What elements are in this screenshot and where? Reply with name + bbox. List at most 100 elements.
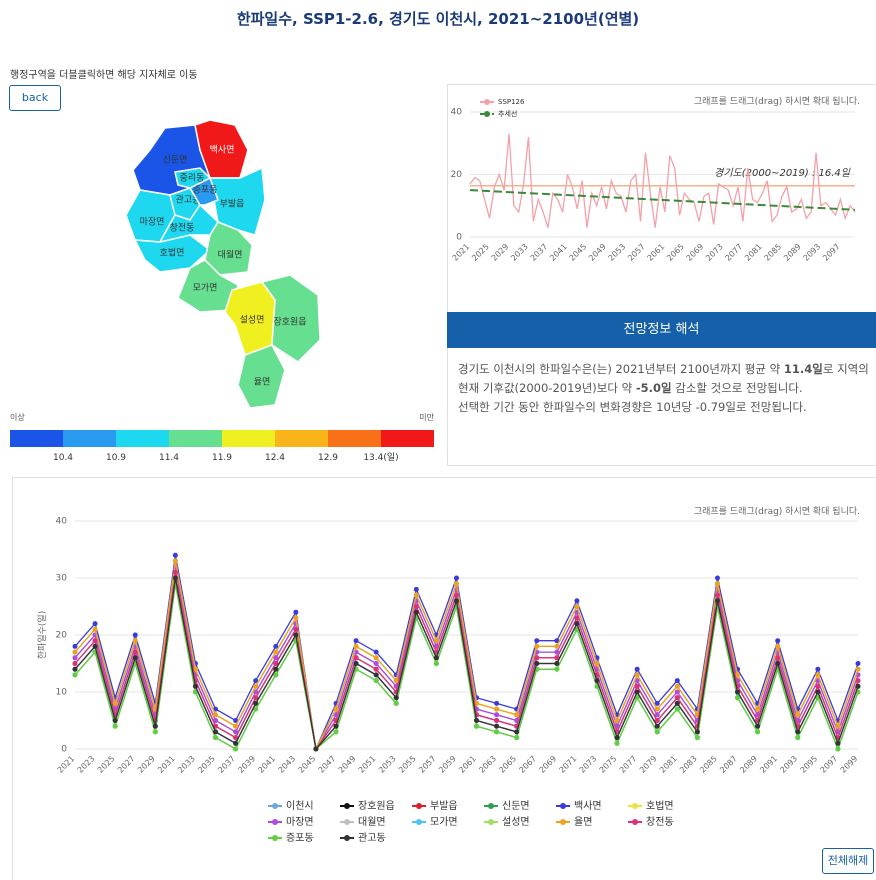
- point: [855, 683, 861, 689]
- clear-button[interactable]: 전체해제: [822, 848, 874, 874]
- point: [674, 695, 680, 701]
- point: [92, 638, 98, 644]
- point: [474, 723, 480, 729]
- y-tick-label: 0: [61, 745, 67, 755]
- point: [393, 695, 399, 701]
- text: 감소할 것으로 전망됩니다.: [671, 381, 803, 395]
- point: [514, 712, 520, 718]
- point: [775, 661, 781, 666]
- point: [795, 735, 801, 741]
- legend-label: 13.4(일): [363, 452, 398, 463]
- point: [674, 700, 680, 706]
- point: [273, 643, 279, 649]
- point: [433, 638, 439, 644]
- point: [694, 735, 700, 741]
- legend-swatch: [10, 430, 63, 447]
- point: [634, 672, 640, 678]
- point: [574, 604, 580, 609]
- point: [112, 700, 118, 706]
- legend-marker: [416, 803, 422, 809]
- point: [694, 729, 700, 735]
- point: [132, 632, 138, 638]
- reference-label: 경기도(2000~2019) : 16.4일: [714, 167, 851, 179]
- point: [654, 723, 660, 729]
- x-tick-label: 2079: [638, 754, 659, 775]
- x-tick-label: 2057: [626, 242, 647, 263]
- point: [614, 740, 620, 746]
- point: [534, 655, 540, 661]
- page-title: 한파일수, SSP1-2.6, 경기도 이천시, 2021~2100년(연별): [236, 10, 640, 28]
- y-tick-label: 0: [456, 233, 462, 243]
- point: [413, 586, 419, 592]
- x-tick-label: 2097: [819, 754, 840, 775]
- point: [614, 718, 620, 723]
- legend-marker: [344, 803, 350, 809]
- x-tick-label: 2059: [437, 754, 458, 775]
- chart-hint: 그래프를 드래그(drag) 하시면 확대 됩니다.: [694, 505, 860, 517]
- x-tick-label: 2071: [558, 754, 579, 775]
- point: [132, 649, 138, 655]
- point: [755, 706, 761, 712]
- legend-swatch: [63, 430, 116, 447]
- point: [494, 729, 500, 735]
- text: -5.0일: [635, 381, 672, 395]
- x-tick-label: 2025: [470, 242, 491, 263]
- point: [413, 592, 419, 598]
- point: [634, 666, 640, 672]
- point: [72, 666, 78, 672]
- legend-label: 12.4: [265, 453, 285, 463]
- point: [273, 666, 279, 672]
- point: [293, 615, 299, 621]
- point: [152, 723, 158, 729]
- x-tick-label: 2089: [782, 242, 803, 263]
- point: [72, 649, 78, 655]
- x-tick-label: 2063: [477, 754, 498, 775]
- x-tick-label: 2029: [490, 242, 511, 263]
- point: [233, 746, 239, 752]
- point: [775, 655, 781, 661]
- point: [755, 729, 761, 735]
- legend-swatch: [328, 430, 381, 447]
- x-tick-label: 2091: [758, 754, 779, 775]
- point: [213, 712, 219, 718]
- map-label: 마장면: [140, 217, 165, 228]
- legend-swatch: [116, 430, 169, 447]
- point: [815, 689, 821, 695]
- point: [815, 666, 821, 672]
- x-tick-label: 2037: [529, 242, 550, 263]
- x-tick-label: 2069: [685, 242, 706, 263]
- legend-marker: [344, 819, 350, 825]
- legend-marker: [416, 819, 422, 825]
- x-tick-label: 2045: [568, 242, 589, 263]
- x-tick-label: 2081: [743, 242, 764, 263]
- point: [594, 678, 600, 684]
- legend-marker: [488, 803, 494, 809]
- point: [313, 746, 319, 752]
- point: [614, 735, 620, 741]
- point: [393, 678, 399, 684]
- point: [132, 655, 138, 661]
- point: [92, 626, 98, 632]
- back-button[interactable]: back: [9, 85, 61, 111]
- x-tick-label: 2039: [236, 754, 257, 775]
- point: [273, 655, 279, 661]
- point: [835, 723, 841, 729]
- series-line: [469, 133, 856, 228]
- legend-marker: [272, 835, 278, 841]
- point: [72, 655, 78, 661]
- legend-marker: [488, 819, 494, 825]
- point: [654, 729, 660, 735]
- x-tick-label: 2049: [337, 754, 358, 775]
- point: [594, 661, 600, 666]
- series-line: [74, 583, 859, 751]
- map-region: [237, 344, 286, 409]
- point: [233, 740, 239, 746]
- point: [253, 695, 259, 701]
- point: [92, 621, 98, 627]
- point: [735, 689, 741, 695]
- legend-low: 이상: [10, 412, 25, 422]
- point: [72, 643, 78, 649]
- point: [172, 569, 178, 575]
- point: [373, 655, 379, 661]
- point: [775, 643, 781, 649]
